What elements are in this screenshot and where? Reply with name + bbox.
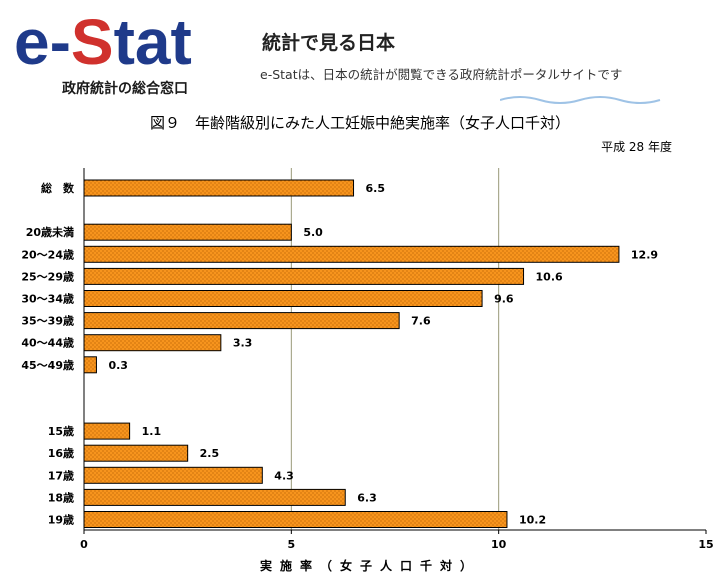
site-title: 統計で見る日本	[262, 32, 396, 54]
category-label: 20歳未満	[26, 225, 74, 239]
value-label: 6.3	[357, 491, 377, 504]
bar-5	[83, 312, 400, 330]
value-label: 12.9	[631, 248, 658, 261]
figure-year: 平成 28 年度	[601, 140, 672, 154]
axes: 0 5 10 15	[80, 168, 714, 551]
category-label: 40～44歳	[21, 336, 74, 350]
category-label: 総 数	[41, 181, 75, 195]
logo-dash: -	[49, 6, 71, 78]
value-label: 6.5	[366, 182, 386, 195]
logo-s: S	[70, 6, 114, 78]
x-axis-title: 実施率（女子人口千対）	[260, 558, 480, 573]
site-description: e-Statは、日本の統計が閲覧できる政府統計ポータルサイトです	[260, 67, 623, 82]
category-label: 16歳	[48, 446, 74, 460]
logo-tat: tat	[113, 6, 192, 78]
category-label: 25～29歳	[21, 269, 74, 283]
estat-logo[interactable]: e-Stat	[14, 6, 192, 78]
value-label: 1.1	[142, 425, 162, 438]
value-label: 7.6	[411, 315, 431, 328]
bar-3	[83, 267, 525, 285]
bar-1	[83, 223, 292, 241]
bar-6	[83, 334, 222, 352]
bar-2	[83, 245, 620, 263]
bar-9	[83, 444, 189, 462]
value-label: 9.6	[494, 293, 514, 306]
value-label: 3.3	[233, 337, 253, 350]
category-label: 35～39歳	[21, 314, 74, 328]
category-label: 15歳	[48, 424, 74, 438]
x-tick-label: 5	[288, 538, 296, 551]
bar-11	[83, 488, 346, 506]
value-label: 0.3	[108, 359, 128, 372]
bar-7	[83, 356, 97, 374]
grid-lines	[290, 168, 500, 530]
value-label: 10.2	[519, 514, 546, 527]
value-label: 10.6	[536, 270, 563, 283]
category-label: 17歳	[48, 468, 74, 482]
site-header: e-Stat 政府統計の総合窓口 統計で見る日本 e-Statは、日本の統計が閲…	[0, 0, 720, 108]
value-label: 2.5	[200, 447, 220, 460]
category-label: 18歳	[48, 490, 74, 504]
value-label: 5.0	[303, 226, 323, 239]
category-label: 20～24歳	[21, 247, 74, 261]
category-label: 45～49歳	[21, 358, 74, 372]
bar-10	[83, 466, 263, 484]
bar-12	[83, 511, 508, 528]
category-label: 19歳	[48, 513, 74, 527]
bar-4	[83, 290, 483, 307]
x-tick-label: 15	[698, 538, 713, 551]
wave-decoration	[500, 96, 661, 104]
figure-title: 図９ 年齢階級別にみた人工妊娠中絶実施率（女子人口千対）	[149, 114, 570, 132]
bar-0	[83, 179, 355, 197]
bar-8	[83, 422, 131, 440]
category-label: 30～34歳	[21, 292, 74, 306]
x-tick-label: 10	[491, 538, 507, 551]
value-label: 4.3	[274, 469, 294, 482]
x-tick-label: 0	[80, 538, 88, 551]
logo-subtitle: 政府統計の総合窓口	[62, 81, 188, 97]
bar-chart: 総 数 6.5 20歳未満 5.0 20～24歳 12.9 25～29歳 10.6 30～34歳…	[21, 168, 714, 573]
logo-e: e	[14, 6, 50, 78]
bar-series: 総 数 6.5 20歳未満 5.0 20～24歳 12.9 25～29歳 10.6 30～34歳…	[21, 179, 658, 528]
